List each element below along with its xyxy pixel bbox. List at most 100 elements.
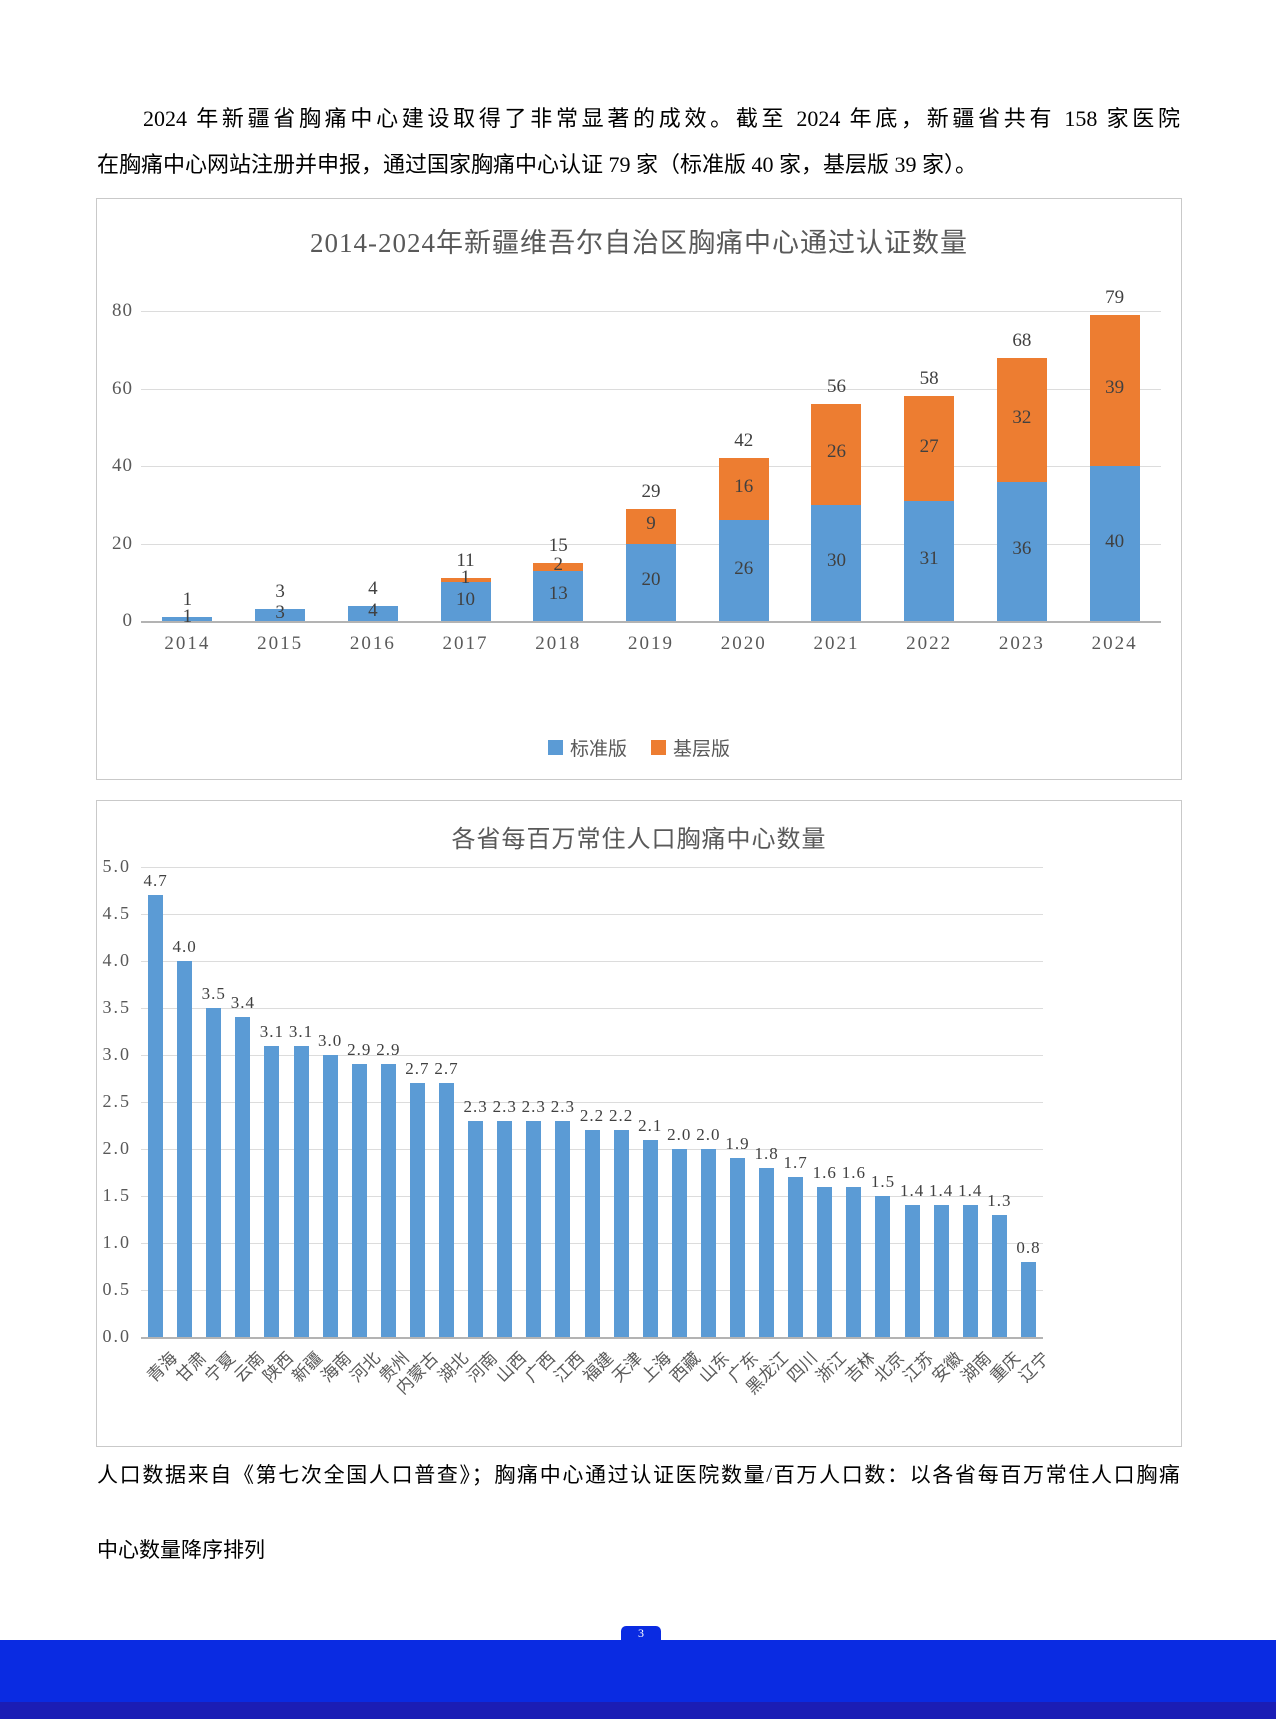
- bar-segment-标准版: [996, 481, 1047, 621]
- data-label: 4.0: [172, 937, 197, 956]
- bar-segment-基层版: [440, 578, 491, 583]
- data-label: 1.6: [812, 1162, 837, 1182]
- data-label: 4.7: [143, 871, 168, 891]
- bar-segment: [555, 1120, 571, 1337]
- bar-segment: [177, 961, 193, 1337]
- bar-segment: [148, 895, 164, 1337]
- gridline: [141, 914, 1043, 915]
- bar-segment-标准版: [718, 520, 769, 621]
- y-tick-label: 2.5: [102, 1091, 131, 1111]
- bar-segment: [729, 1158, 745, 1337]
- page-number-tab: 3: [621, 1626, 661, 1640]
- intro-line-2: 在胸痛中心网站注册并申报，通过国家胸痛中心认证 79 家（标准版 40 家，基层…: [97, 152, 978, 177]
- x-axis-label: 2016: [349, 633, 396, 654]
- cert-count-chart: 2014-2024年新疆维吾尔自治区胸痛中心通过认证数量 0 20 40 60 80 1 1…: [96, 198, 1182, 780]
- segment-label: 1: [182, 606, 193, 628]
- x-axis-label: 2018: [535, 633, 582, 654]
- data-label: 2.1: [638, 1115, 663, 1135]
- x-axis-label: 2015: [257, 633, 304, 654]
- data-label: 68: [1012, 329, 1032, 351]
- data-label: 2.3: [550, 1096, 576, 1116]
- segment-label: 13: [548, 582, 568, 604]
- bar-segment-标准版: [440, 582, 491, 621]
- segment-label: 39: [1105, 377, 1125, 399]
- y-tick-label: 0: [122, 610, 133, 631]
- data-label: 79: [1105, 286, 1125, 308]
- bar-segment: [700, 1149, 716, 1337]
- y-tick-label: 20: [112, 532, 133, 554]
- data-label: 1.6: [841, 1162, 866, 1182]
- y-tick-label: 5.0: [102, 856, 131, 876]
- segment-label: 4: [368, 600, 378, 622]
- x-axis-label: 2024: [1091, 633, 1138, 654]
- data-label: 3.1: [288, 1021, 314, 1041]
- legend-swatch: [651, 740, 666, 755]
- bar-segment: [380, 1064, 396, 1337]
- segment-label: 40: [1105, 530, 1125, 552]
- gridline: [141, 1055, 1043, 1056]
- bar-segment: [322, 1055, 338, 1337]
- bar-segment-基层版: [626, 508, 676, 544]
- intro-paragraph: 2024 年新疆省胸痛中心建设取得了非常显著的成效。截至 2024 年底，新疆省…: [97, 96, 1180, 188]
- data-label: 1.5: [870, 1172, 896, 1191]
- bar-segment: [206, 1008, 222, 1337]
- chart-title: 各省每百万常住人口胸痛中心数量: [451, 827, 827, 853]
- bar-segment-基层版: [533, 562, 584, 571]
- segment-label: 30: [826, 549, 846, 571]
- note-line-1: 人口数据来自《第七次全国人口普查》；胸痛中心通过认证医院数量/百万人口数：以各省…: [97, 1463, 1180, 1487]
- data-label: 1.4: [899, 1181, 925, 1201]
- bar-segment-标准版: [626, 543, 676, 621]
- segment-label: 31: [919, 547, 939, 569]
- y-tick-label: 60: [112, 377, 133, 399]
- gridline: [141, 867, 1043, 868]
- gridline: [141, 311, 1161, 312]
- x-axis-label: 2022: [906, 633, 953, 654]
- data-label: 1: [182, 589, 193, 611]
- bar-segment-基层版: [1089, 314, 1140, 466]
- data-label: 1.7: [783, 1153, 808, 1173]
- bar-segment-标准版: [162, 617, 213, 621]
- segment-label: 20: [641, 569, 661, 591]
- data-label: 1.4: [958, 1181, 983, 1201]
- bar-segment: [904, 1205, 920, 1337]
- bar-segment: [235, 1017, 251, 1337]
- segment-label: 27: [919, 435, 939, 457]
- data-label: 58: [919, 368, 939, 390]
- data-label: 2.2: [579, 1106, 605, 1126]
- bar-segment: [468, 1120, 484, 1337]
- legend-swatch: [547, 740, 563, 755]
- bar-segment-标准版: [533, 570, 584, 621]
- data-label: 1.8: [754, 1143, 779, 1163]
- bar-segment: [409, 1083, 425, 1337]
- data-label: 2.7: [434, 1059, 459, 1079]
- data-label: 2.0: [696, 1125, 721, 1144]
- bar-segment-标准版: [255, 609, 306, 621]
- data-label: 0.8: [1016, 1237, 1041, 1257]
- data-label: 1.3: [987, 1190, 1012, 1210]
- data-label: 3.5: [201, 984, 226, 1003]
- x-axis-label: 2020: [720, 633, 767, 654]
- bar-segment: [846, 1186, 862, 1337]
- legend-label: 基层版: [673, 739, 731, 760]
- bar-segment-基层版: [811, 404, 862, 505]
- segment-label: 36: [1012, 538, 1032, 560]
- data-label: 1.4: [929, 1181, 954, 1201]
- segment-label: 9: [646, 513, 656, 535]
- x-axis-label: 2017: [442, 633, 489, 654]
- bar-segment: [962, 1205, 978, 1337]
- data-label: 3.4: [230, 993, 255, 1013]
- data-label: 42: [734, 430, 754, 452]
- gridline: [141, 621, 1161, 623]
- bar-segment: [642, 1139, 658, 1337]
- bar-segment: [497, 1120, 513, 1337]
- legend-item-标准版: 标准版: [547, 734, 627, 761]
- x-axis-label: 2014: [164, 633, 211, 654]
- chart-title: 2014-2024年新疆维吾尔自治区胸痛中心通过认证数量: [310, 228, 968, 258]
- y-tick-label: 1.0: [102, 1232, 131, 1252]
- data-label: 3.0: [318, 1031, 343, 1050]
- data-label: 4: [368, 577, 378, 599]
- note-line-2: 中心数量降序排列: [97, 1538, 265, 1562]
- data-label: 11: [456, 550, 475, 572]
- segment-label: 10: [456, 588, 476, 610]
